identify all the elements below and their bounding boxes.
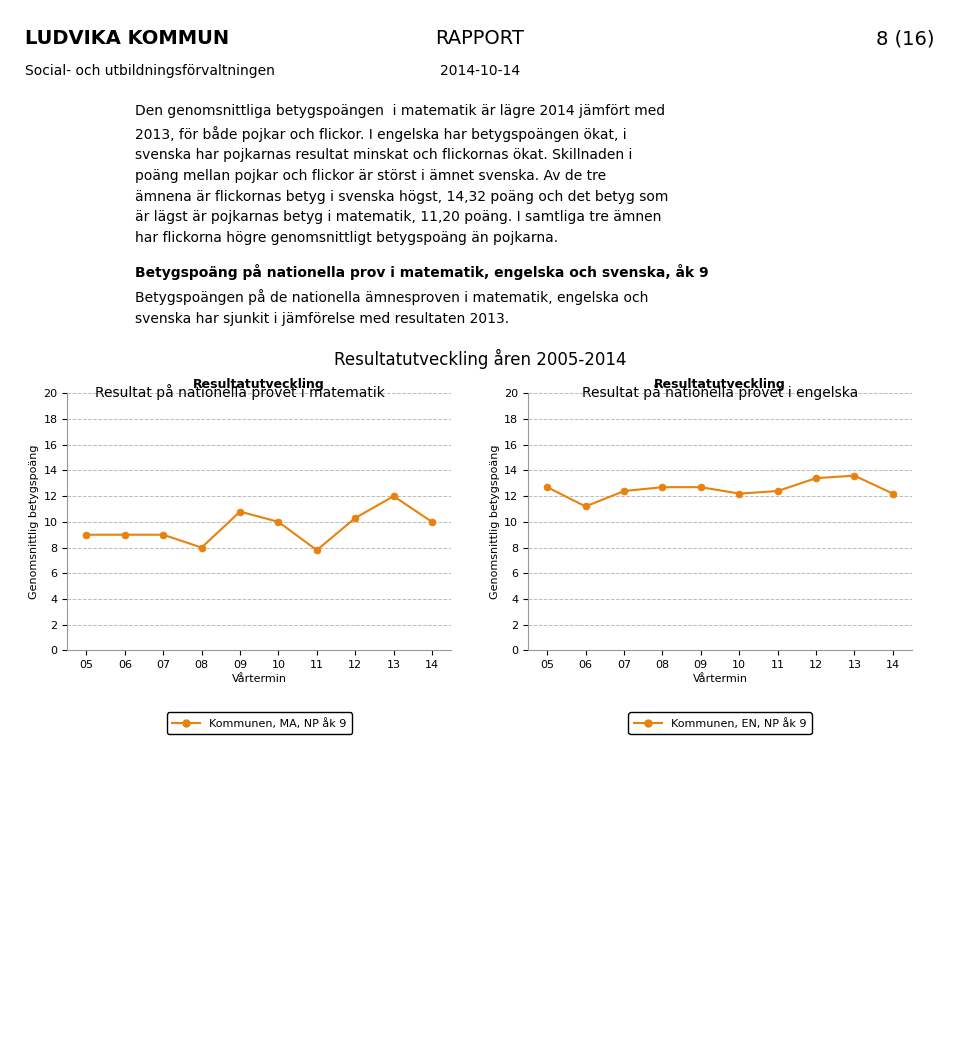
Text: 8 (16): 8 (16): [876, 29, 935, 48]
Text: Resultatutveckling åren 2005-2014: Resultatutveckling åren 2005-2014: [334, 349, 626, 369]
Title: Resultatutveckling: Resultatutveckling: [193, 378, 325, 391]
Text: Betygspoängen på de nationella ämnesproven i matematik, engelska och
svenska har: Betygspoängen på de nationella ämnesprov…: [135, 290, 648, 325]
Text: Den genomsnittliga betygspoängen  i matematik är lägre 2014 jämfört med
2013, fö: Den genomsnittliga betygspoängen i matem…: [135, 104, 668, 244]
Legend: Kommunen, EN, NP åk 9: Kommunen, EN, NP åk 9: [629, 712, 811, 734]
X-axis label: Vårtermin: Vårtermin: [231, 675, 287, 684]
Y-axis label: Genomsnittlig betygspoäng: Genomsnittlig betygspoäng: [29, 445, 39, 599]
Text: LUDVIKA KOMMUN: LUDVIKA KOMMUN: [25, 29, 229, 48]
X-axis label: Vårtermin: Vårtermin: [692, 675, 748, 684]
Text: RAPPORT: RAPPORT: [436, 29, 524, 48]
Title: Resultatutveckling: Resultatutveckling: [654, 378, 786, 391]
Text: 2014-10-14: 2014-10-14: [440, 64, 520, 78]
Y-axis label: Genomsnittlig betygspoäng: Genomsnittlig betygspoäng: [490, 445, 500, 599]
Text: Resultat på nationella provet i matematik: Resultat på nationella provet i matemati…: [95, 384, 385, 400]
Text: Betygspoäng på nationella prov i matematik, engelska och svenska, åk 9: Betygspoäng på nationella prov i matemat…: [135, 264, 708, 280]
Text: Social- och utbildningsförvaltningen: Social- och utbildningsförvaltningen: [25, 64, 275, 78]
Text: Resultat på nationella provet i engelska: Resultat på nationella provet i engelska: [582, 384, 858, 400]
Legend: Kommunen, MA, NP åk 9: Kommunen, MA, NP åk 9: [167, 712, 351, 734]
